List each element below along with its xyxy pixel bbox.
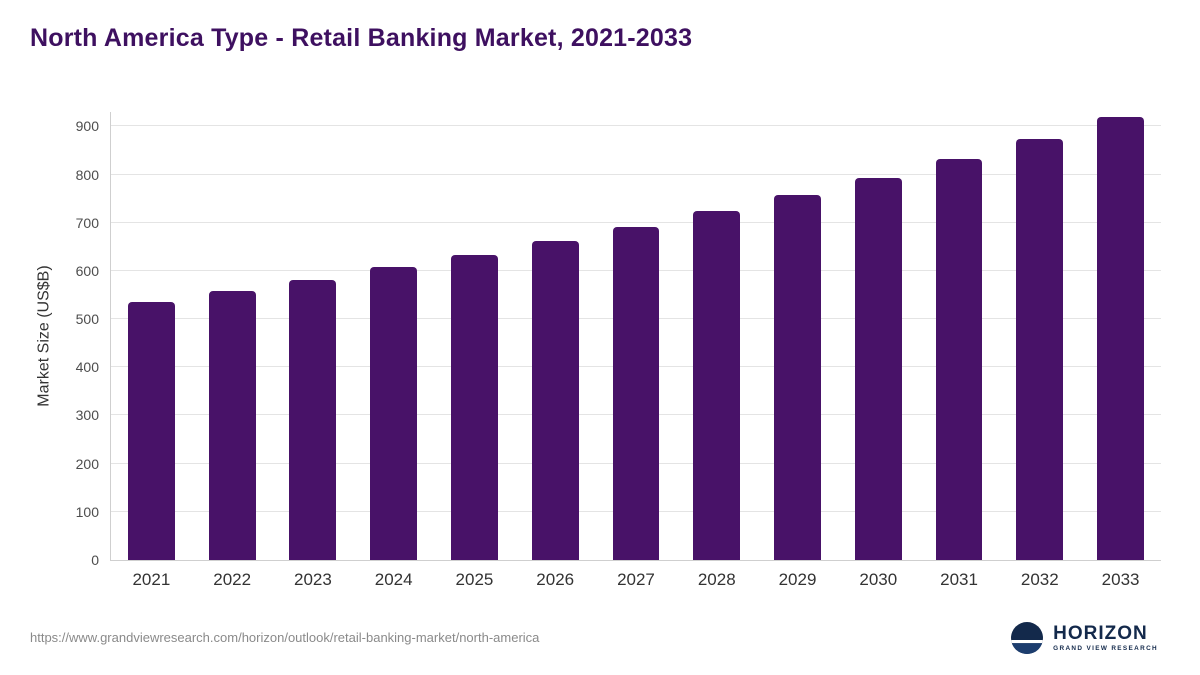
- bar-column-2024: [353, 112, 434, 560]
- gridline-900: [111, 125, 1161, 127]
- y-tick-label-700: 700: [75, 214, 99, 231]
- bar-column-2022: [192, 112, 273, 560]
- x-tick-label-2027: 2027: [617, 570, 655, 589]
- bar-column-2025: [434, 112, 515, 560]
- gridline-700: [111, 221, 1161, 223]
- logo-name: HORIZON: [1053, 622, 1148, 644]
- source-url: https://www.grandviewresearch.com/horizo…: [30, 630, 540, 645]
- y-tick-label-0: 0: [91, 552, 99, 568]
- x-tick-label-2029: 2029: [778, 570, 817, 589]
- x-axis-labels: 2021 2022 2023 2024 2025 2026 2027 2028 2029 2030…: [111, 570, 1161, 590]
- bar-column-2030: [838, 112, 919, 560]
- y-tick-label-600: 600: [75, 262, 99, 279]
- bar-column-2029: [757, 112, 838, 560]
- bar-2033: [1097, 116, 1144, 560]
- x-tick-label-2024: 2024: [374, 570, 413, 589]
- x-tick-label-2023: 2023: [294, 570, 332, 589]
- y-tick-label-500: 500: [75, 311, 99, 328]
- bar-column-2021: [111, 112, 192, 560]
- x-tick-label-2021: 2021: [132, 570, 171, 589]
- logo-subtitle: GRAND VIEW RESEARCH: [1053, 644, 1158, 652]
- bar-series: [111, 112, 1161, 560]
- gridline-800: [111, 173, 1161, 175]
- bar-column-2033: [1080, 112, 1161, 560]
- y-tick-label-400: 400: [75, 359, 99, 376]
- y-tick-label-200: 200: [75, 455, 99, 472]
- x-tick-label-2022: 2022: [213, 570, 252, 589]
- bar-2032: [1016, 138, 1064, 560]
- y-tick-label-800: 800: [75, 166, 99, 183]
- horizon-circle-icon: [1011, 622, 1044, 654]
- bar-2024: [370, 267, 418, 560]
- bar-column-2031: [919, 112, 1000, 560]
- horizon-logo: HORIZON GRAND VIEW RESEARCH: [1010, 621, 1158, 655]
- bar-2023: [289, 279, 337, 560]
- bar-2031: [935, 158, 983, 560]
- x-tick-label-2033: 2033: [1101, 570, 1140, 589]
- y-axis-title-wrap: Market Size (US$B): [33, 112, 57, 560]
- x-tick-label-2032: 2032: [1020, 570, 1059, 589]
- logo-text: HORIZON GRAND VIEW RESEARCH: [1053, 624, 1158, 652]
- y-tick-label-900: 900: [75, 118, 99, 135]
- page-title: North America Type - Retail Banking Mark…: [30, 24, 693, 52]
- y-tick-label-300: 300: [75, 407, 99, 424]
- bar-2025: [451, 254, 498, 560]
- bar-2022: [208, 291, 256, 560]
- plot-area: Market Size (US$B) 0 100 200 300 400 500 600 70…: [36, 112, 1161, 589]
- bar-column-2026: [515, 112, 596, 560]
- bar-2029: [774, 194, 821, 560]
- bar-2021: [127, 302, 175, 560]
- x-tick-label-2028: 2028: [697, 570, 736, 589]
- bar-column-2027: [596, 112, 677, 560]
- bar-2027: [612, 226, 660, 560]
- x-tick-label-2025: 2025: [455, 570, 494, 589]
- y-axis-title: Market Size (US$B): [36, 265, 53, 407]
- x-tick-label-2031: 2031: [940, 570, 978, 589]
- x-tick-label-2026: 2026: [536, 570, 575, 589]
- bar-2026: [531, 241, 579, 560]
- bar-column-2028: [676, 112, 757, 560]
- y-tick-label-100: 100: [75, 503, 99, 520]
- bar-column-2023: [273, 112, 354, 560]
- x-tick-label-2030: 2030: [859, 570, 898, 589]
- bar-2030: [854, 177, 902, 560]
- bar-2028: [693, 211, 741, 560]
- bar-column-2032: [999, 112, 1080, 560]
